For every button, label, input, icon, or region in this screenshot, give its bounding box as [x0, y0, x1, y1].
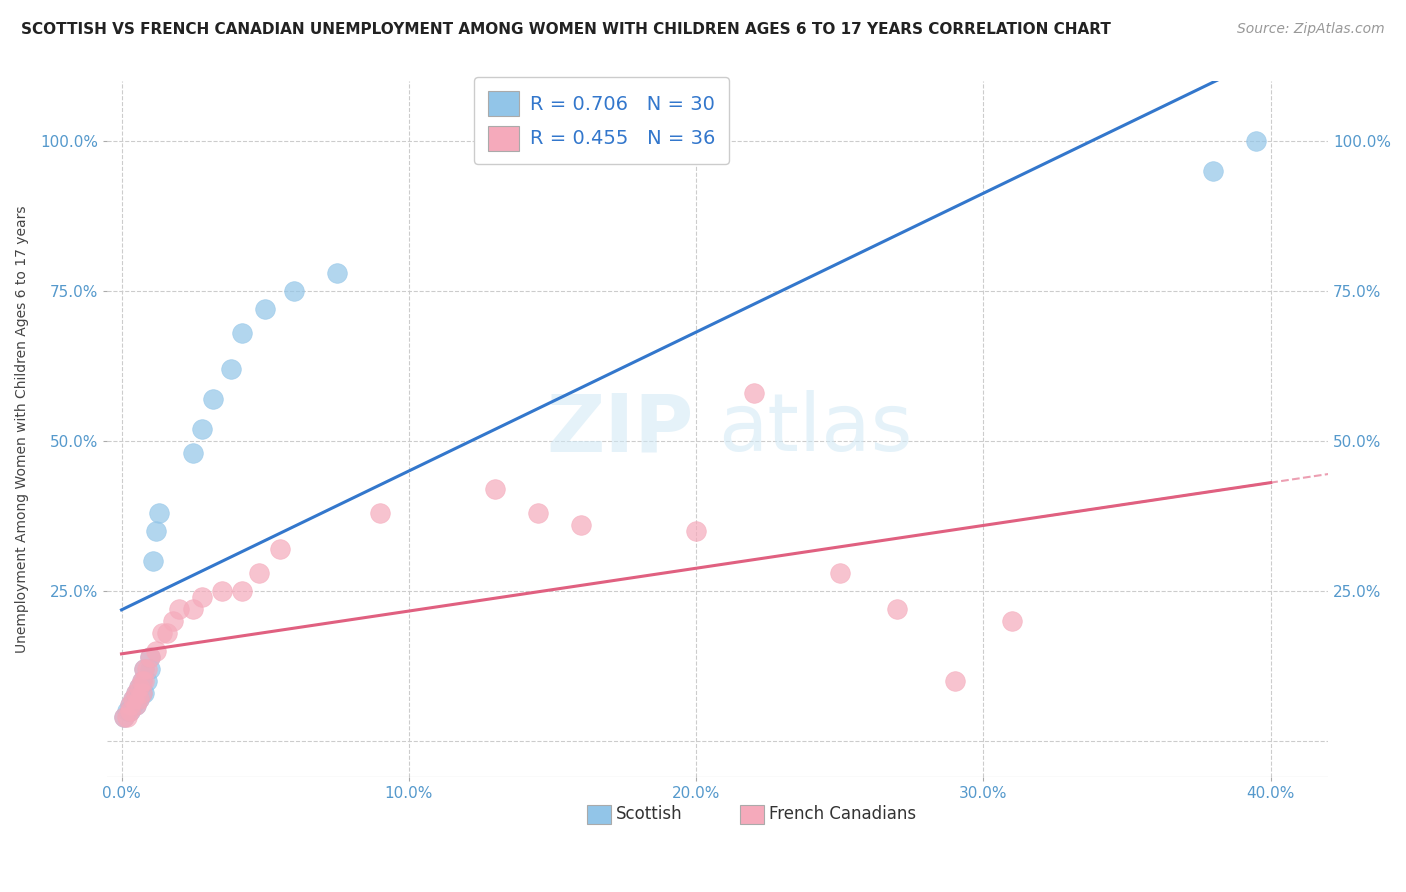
- Point: [128, 691, 150, 706]
- Text: Source: ZipAtlas.com: Source: ZipAtlas.com: [1237, 22, 1385, 37]
- Point: [1202, 164, 1225, 178]
- FancyBboxPatch shape: [740, 805, 763, 824]
- Legend: R = 0.706   N = 30, R = 0.455   N = 36: R = 0.706 N = 30, R = 0.455 N = 36: [474, 78, 730, 164]
- Point: [134, 662, 156, 676]
- Point: [112, 710, 135, 724]
- Point: [128, 680, 150, 694]
- Point: [125, 698, 148, 712]
- Point: [191, 590, 214, 604]
- Point: [112, 710, 135, 724]
- Point: [136, 673, 159, 688]
- Point: [120, 704, 142, 718]
- Point: [484, 482, 506, 496]
- Point: [145, 524, 167, 538]
- Point: [156, 626, 179, 640]
- Point: [125, 686, 148, 700]
- Point: [128, 680, 150, 694]
- Point: [142, 554, 165, 568]
- Point: [283, 285, 305, 299]
- FancyBboxPatch shape: [586, 805, 612, 824]
- Point: [120, 704, 142, 718]
- Point: [134, 686, 156, 700]
- Point: [122, 691, 145, 706]
- Point: [183, 602, 205, 616]
- Point: [191, 422, 214, 436]
- Point: [1001, 614, 1024, 628]
- Point: [134, 673, 156, 688]
- Point: [120, 698, 142, 712]
- Point: [1246, 135, 1268, 149]
- Point: [128, 691, 150, 706]
- Point: [148, 506, 170, 520]
- Text: French Canadians: French Canadians: [769, 805, 917, 823]
- Point: [231, 326, 253, 341]
- Point: [139, 662, 162, 676]
- Text: Scottish: Scottish: [616, 805, 683, 823]
- Point: [131, 686, 153, 700]
- Point: [131, 686, 153, 700]
- Point: [685, 524, 707, 538]
- Text: SCOTTISH VS FRENCH CANADIAN UNEMPLOYMENT AMONG WOMEN WITH CHILDREN AGES 6 TO 17 : SCOTTISH VS FRENCH CANADIAN UNEMPLOYMENT…: [21, 22, 1111, 37]
- Point: [202, 392, 225, 406]
- Point: [145, 644, 167, 658]
- Point: [527, 506, 550, 520]
- Point: [167, 602, 190, 616]
- Point: [139, 649, 162, 664]
- Point: [125, 698, 148, 712]
- Point: [117, 710, 139, 724]
- Point: [162, 614, 184, 628]
- Point: [211, 584, 233, 599]
- Point: [326, 266, 349, 280]
- Point: [269, 541, 291, 556]
- Point: [136, 662, 159, 676]
- Point: [122, 698, 145, 712]
- Point: [368, 506, 391, 520]
- Point: [254, 302, 277, 317]
- Point: [131, 673, 153, 688]
- Point: [828, 566, 851, 580]
- Point: [120, 698, 142, 712]
- Point: [219, 362, 242, 376]
- Point: [569, 518, 592, 533]
- Point: [183, 446, 205, 460]
- Point: [742, 386, 765, 401]
- Point: [134, 662, 156, 676]
- Point: [247, 566, 270, 580]
- Text: ZIP: ZIP: [546, 390, 693, 468]
- Point: [139, 649, 162, 664]
- Y-axis label: Unemployment Among Women with Children Ages 6 to 17 years: Unemployment Among Women with Children A…: [15, 205, 30, 653]
- Point: [125, 686, 148, 700]
- Point: [131, 673, 153, 688]
- Point: [122, 691, 145, 706]
- Text: atlas: atlas: [717, 390, 912, 468]
- Point: [117, 704, 139, 718]
- Point: [231, 584, 253, 599]
- Point: [150, 626, 173, 640]
- Point: [886, 602, 908, 616]
- Point: [943, 673, 966, 688]
